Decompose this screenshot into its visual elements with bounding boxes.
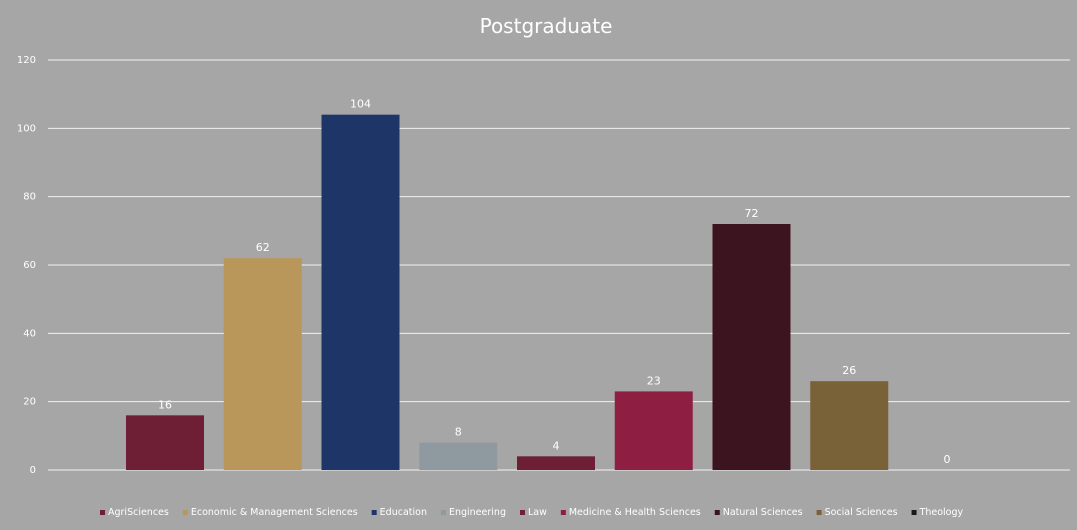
legend-entry[interactable]: Medicine & Health Sciences: [569, 507, 701, 518]
legend-entry[interactable]: Education: [380, 507, 427, 518]
legend-entry[interactable]: Engineering: [449, 507, 506, 518]
bar[interactable]: [126, 415, 204, 470]
legend-entry[interactable]: Law: [528, 507, 547, 518]
data-label: 8: [455, 426, 462, 439]
data-label: 23: [647, 374, 661, 387]
gridlines: [48, 59, 1070, 471]
y-tick-label: 60: [23, 260, 36, 271]
data-label: 4: [553, 439, 560, 452]
legend-entry[interactable]: AgriSciences: [108, 507, 169, 518]
legend-swatch: [100, 510, 105, 515]
legend-swatch: [519, 510, 525, 515]
y-tick-label: 120: [17, 55, 36, 66]
bar[interactable]: [517, 456, 595, 470]
data-label: 16: [158, 398, 172, 411]
legend-entry[interactable]: Theology: [919, 507, 964, 518]
data-label: 62: [256, 241, 270, 254]
legend-entry[interactable]: Natural Sciences: [723, 507, 803, 518]
chart-title: Postgraduate: [480, 14, 613, 38]
data-label: 104: [350, 98, 371, 111]
bar[interactable]: [614, 391, 693, 470]
legend-swatch: [560, 510, 566, 515]
y-tick-label: 80: [23, 192, 36, 203]
bar[interactable]: [712, 224, 791, 470]
bar[interactable]: [419, 442, 498, 470]
legend-swatch: [440, 510, 446, 515]
legend-swatch: [911, 510, 917, 515]
legend-swatch: [714, 510, 720, 515]
y-axis-ticks: 0 20 40 60 80 100 120: [17, 55, 36, 476]
legend-entry[interactable]: Social Sciences: [825, 507, 898, 518]
y-tick-label: 100: [17, 123, 36, 134]
data-label: 72: [745, 207, 759, 220]
legend-swatch: [816, 510, 822, 515]
y-tick-label: 40: [23, 328, 36, 339]
legend-swatch: [182, 510, 188, 515]
y-tick-label: 0: [30, 465, 36, 476]
y-tick-label: 20: [23, 397, 36, 408]
data-label: 0: [944, 453, 951, 466]
legend: AgriSciences Economic & Management Scienc…: [100, 507, 964, 518]
legend-swatch: [371, 510, 377, 515]
bar[interactable]: [810, 381, 889, 470]
bar[interactable]: [223, 258, 302, 470]
data-label: 26: [842, 364, 856, 377]
bars: [126, 114, 889, 471]
bar[interactable]: [321, 114, 400, 471]
legend-entry[interactable]: Economic & Management Sciences: [191, 507, 358, 518]
data-labels: 16 62 104 8 4 23 72 26 0: [158, 98, 951, 466]
